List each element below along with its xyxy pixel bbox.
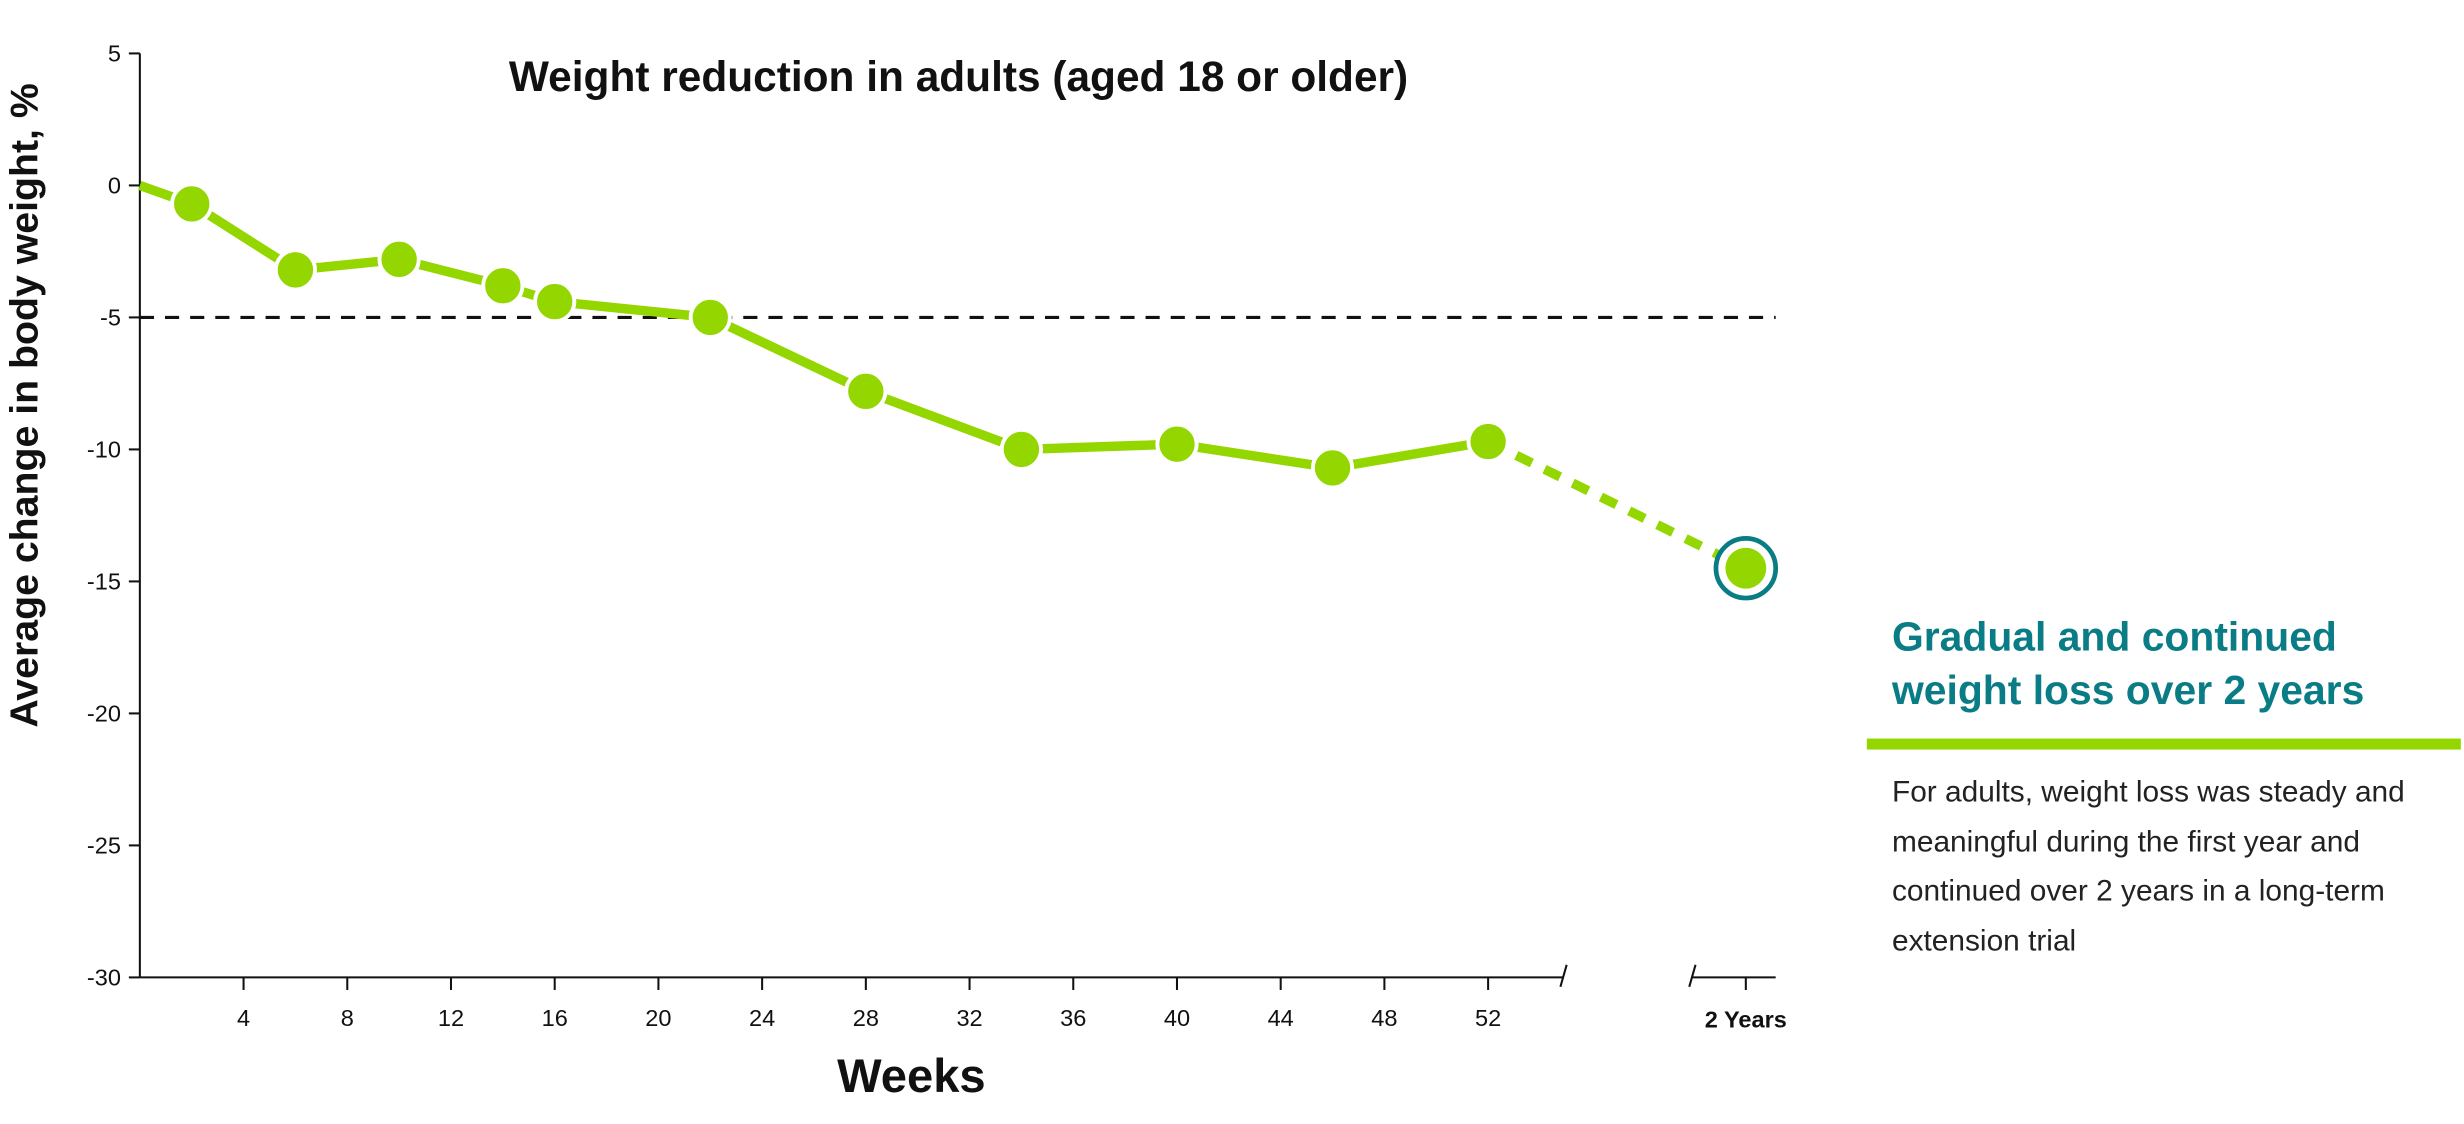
y-tick-label: -25	[87, 832, 121, 858]
data-point	[1310, 446, 1355, 490]
data-point	[481, 264, 525, 308]
x-tick-label: 28	[853, 1005, 879, 1031]
x-tick-label: 16	[542, 1005, 568, 1031]
series-extension-dashed-line	[1486, 437, 1748, 573]
y-tick-label: 0	[108, 172, 121, 198]
data-point	[999, 427, 1044, 472]
x-tick-label-2-years: 2 Years	[1705, 1007, 1787, 1033]
x-tick-label: 44	[1268, 1005, 1294, 1031]
data-point	[688, 295, 732, 340]
data-point	[170, 182, 214, 226]
chart-title: Weight reduction in adults (aged 18 or o…	[509, 53, 1408, 100]
x-tick-label: 24	[749, 1005, 775, 1031]
y-tick-label: -15	[87, 568, 121, 594]
y-tick-label: -5	[100, 304, 121, 330]
data-point	[844, 369, 888, 413]
x-tick-label: 20	[645, 1005, 671, 1031]
callout-panel: Gradual and continued weight loss over 2…	[1866, 610, 2461, 967]
data-point	[1155, 422, 1199, 466]
axis-break-mark	[1559, 964, 1568, 988]
callout-body: For adults, weight loss was steady and m…	[1891, 776, 2405, 958]
x-tick-label: 40	[1164, 1005, 1190, 1031]
y-tick-label: 5	[108, 40, 121, 66]
data-point	[533, 279, 577, 324]
y-tick-label: -30	[87, 964, 121, 990]
x-tick-label: 48	[1371, 1005, 1397, 1031]
x-tick-label: 4	[237, 1005, 250, 1031]
x-tick-label: 12	[438, 1005, 464, 1031]
data-point-2-years	[1725, 547, 1767, 589]
y-axis-label: Average change in body weight, %	[3, 83, 47, 727]
data-point	[1466, 419, 1510, 464]
callout-heading: Gradual and continued weight loss over 2…	[1891, 612, 2365, 714]
y-tick-label: -10	[87, 436, 121, 462]
callout-divider	[1866, 738, 2461, 750]
data-point	[273, 248, 318, 292]
data-point	[377, 237, 421, 281]
x-tick-label: 8	[341, 1005, 354, 1031]
y-tick-label: -20	[87, 700, 121, 726]
series-line	[138, 180, 1489, 473]
x-tick-label: 32	[956, 1005, 982, 1031]
x-axis-label: Weeks	[837, 1049, 985, 1102]
x-tick-label: 36	[1060, 1005, 1086, 1031]
axis-break-mark	[1688, 964, 1697, 988]
x-tick-label: 52	[1475, 1005, 1501, 1031]
